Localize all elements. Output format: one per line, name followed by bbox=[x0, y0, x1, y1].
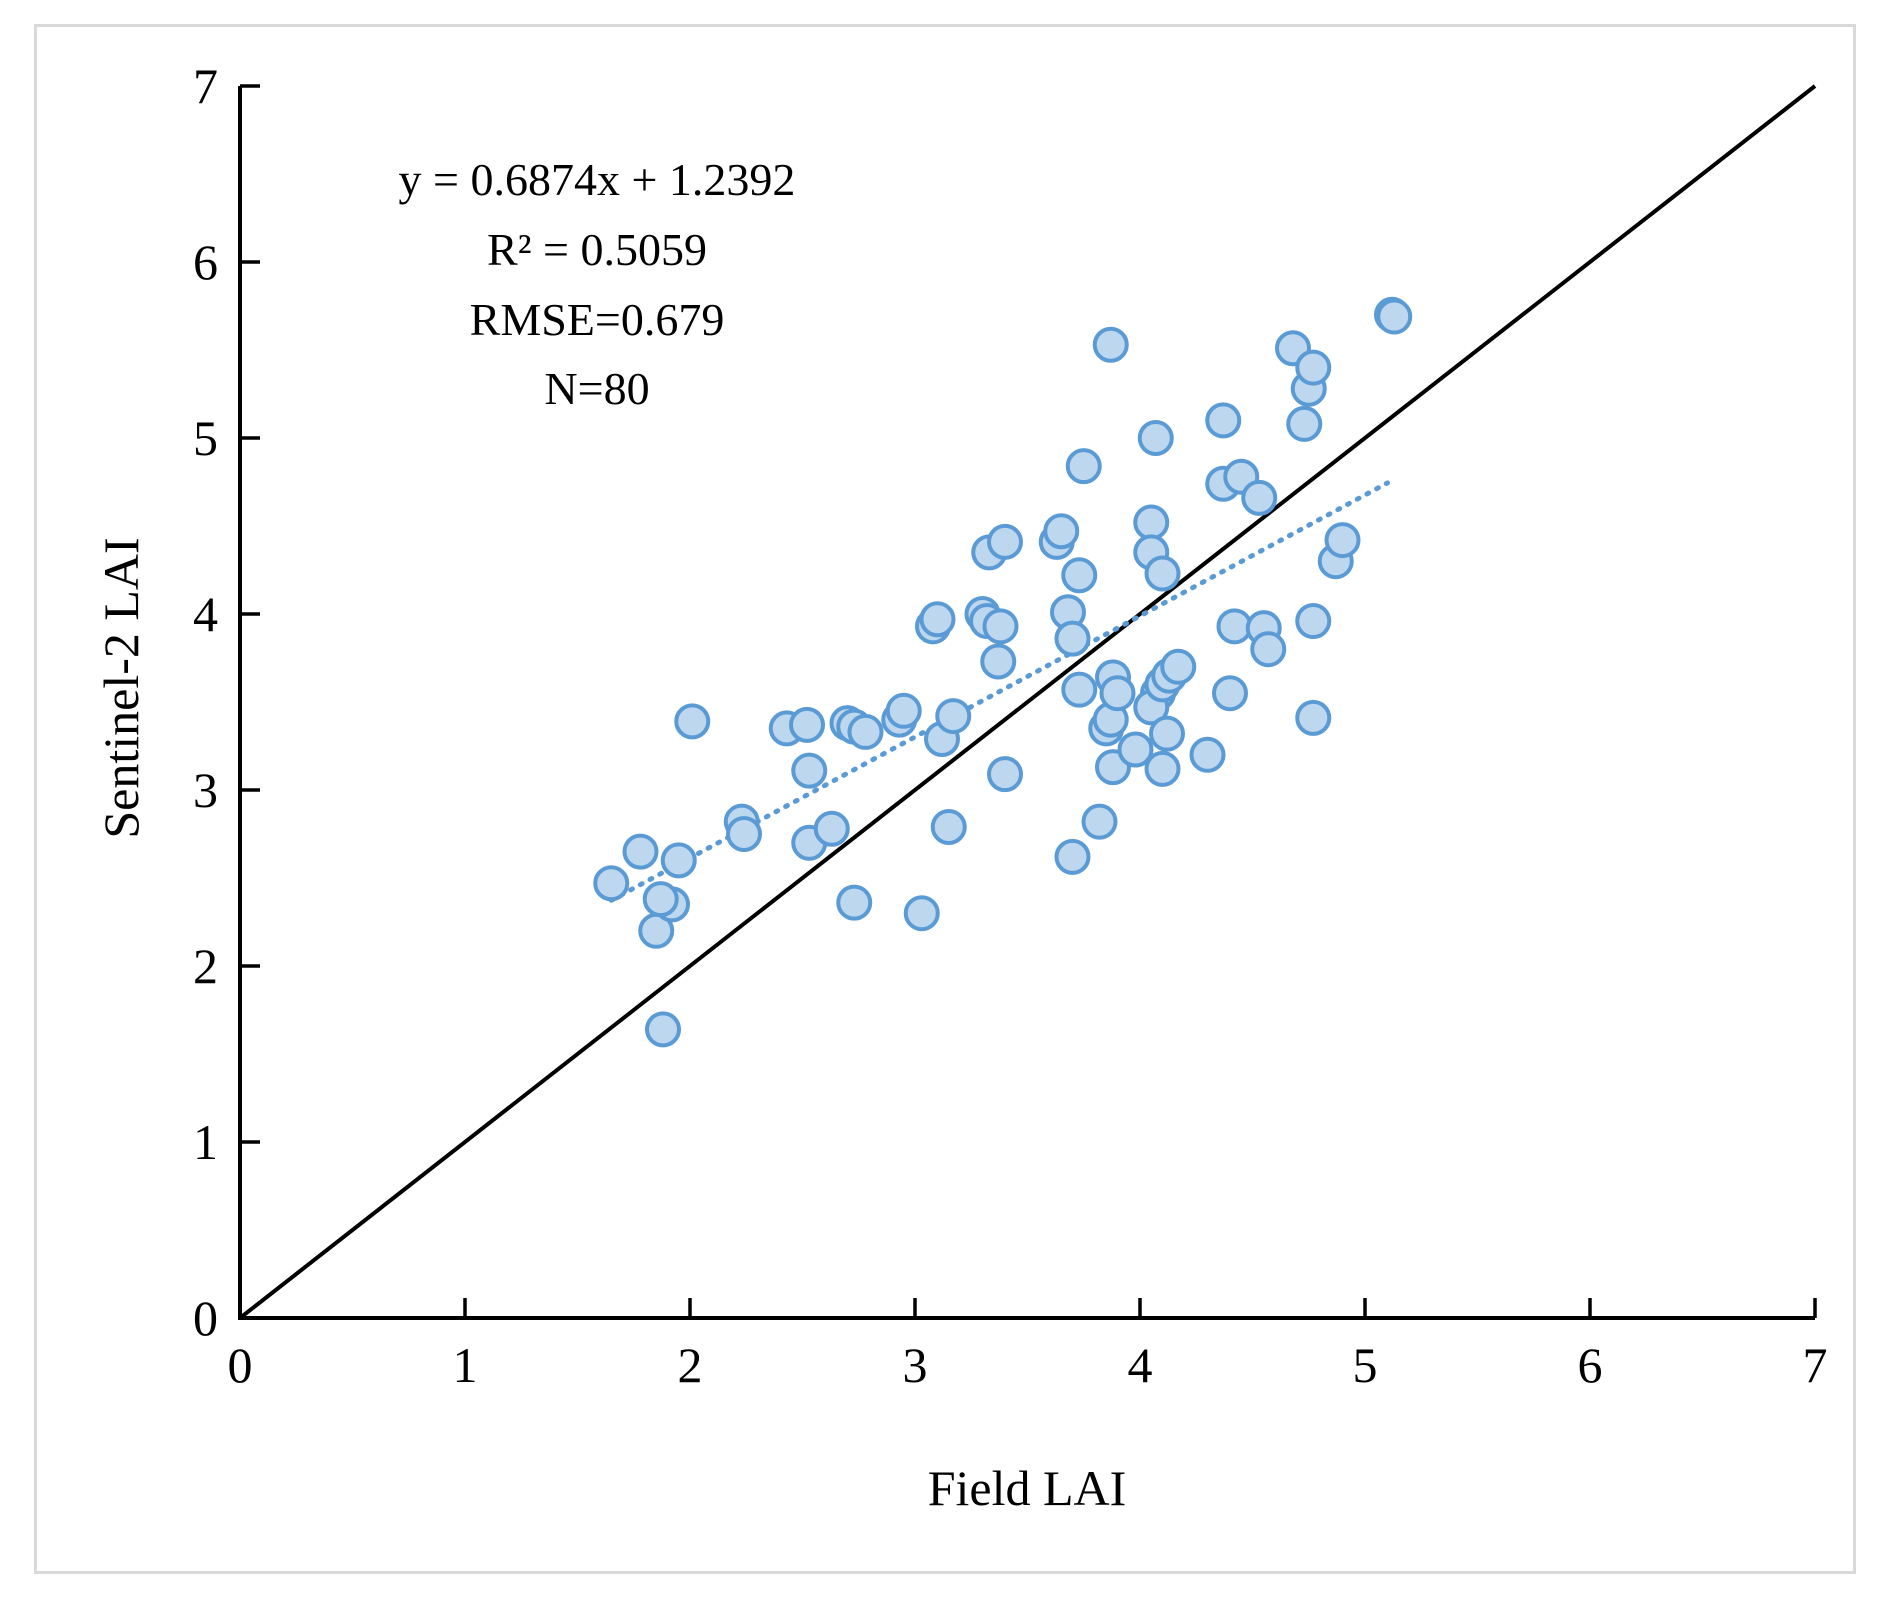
x-tick-label: 5 bbox=[1353, 1337, 1378, 1393]
x-tick-label: 0 bbox=[228, 1337, 253, 1393]
data-point bbox=[1099, 675, 1136, 712]
y-tick-label: 4 bbox=[193, 586, 218, 642]
rmse-label: RMSE=0.679 bbox=[470, 294, 725, 345]
data-point bbox=[982, 608, 1019, 645]
data-point bbox=[660, 842, 697, 879]
x-axis-title: Field LAI bbox=[928, 1460, 1127, 1516]
y-tick-label: 0 bbox=[193, 1290, 218, 1346]
data-point bbox=[919, 601, 956, 638]
data-point bbox=[1092, 326, 1129, 363]
y-tick-label: 1 bbox=[193, 1114, 218, 1170]
y-tick-label: 2 bbox=[193, 938, 218, 994]
data-point bbox=[987, 756, 1023, 793]
data-point bbox=[885, 692, 922, 729]
data-point bbox=[789, 706, 825, 743]
data-point bbox=[1144, 555, 1181, 592]
x-tick-label: 7 bbox=[1803, 1337, 1828, 1393]
data-point bbox=[642, 881, 679, 918]
data-point bbox=[1160, 648, 1197, 685]
x-tick-label: 3 bbox=[903, 1337, 928, 1393]
marks-layer bbox=[238, 84, 1817, 1320]
data-point bbox=[1081, 803, 1118, 840]
data-point bbox=[791, 752, 828, 789]
y-tick-label: 7 bbox=[193, 58, 218, 114]
data-point bbox=[930, 808, 967, 845]
r-squared-label: R² = 0.5059 bbox=[487, 224, 707, 275]
y-axis-title: Sentinel-2 LAI bbox=[93, 537, 149, 838]
y-tick-label: 3 bbox=[193, 762, 218, 818]
data-point bbox=[1250, 631, 1287, 668]
y-tick-label: 6 bbox=[193, 234, 218, 290]
one-to-one-line bbox=[238, 84, 1817, 1320]
data-point bbox=[726, 816, 762, 852]
data-point bbox=[1295, 603, 1332, 640]
data-point bbox=[935, 698, 972, 735]
data-point bbox=[1054, 620, 1091, 657]
data-point bbox=[1286, 405, 1323, 442]
data-point bbox=[1216, 608, 1253, 645]
data-point bbox=[1061, 671, 1098, 708]
data-point bbox=[1133, 504, 1170, 541]
stats-annotation: y = 0.6874x + 1.2392 R² = 0.5059 RMSE=0.… bbox=[399, 154, 796, 414]
data-point bbox=[1324, 522, 1361, 559]
data-point bbox=[987, 523, 1023, 560]
n-label: N=80 bbox=[544, 363, 649, 414]
data-point bbox=[1137, 420, 1174, 456]
data-point bbox=[622, 833, 659, 870]
data-point bbox=[1376, 298, 1413, 335]
x-tick-label: 6 bbox=[1578, 1337, 1603, 1393]
data-point bbox=[1144, 750, 1181, 787]
data-point bbox=[813, 810, 850, 847]
x-tick-label: 4 bbox=[1128, 1337, 1153, 1393]
data-point bbox=[1117, 731, 1154, 768]
y-tick-label: 5 bbox=[193, 410, 218, 466]
data-point bbox=[593, 865, 630, 902]
data-point bbox=[1149, 715, 1185, 752]
data-point bbox=[1065, 448, 1102, 485]
x-tick-label: 2 bbox=[678, 1337, 703, 1393]
data-point bbox=[1212, 675, 1248, 712]
equation-label: y = 0.6874x + 1.2392 bbox=[399, 154, 796, 205]
data-point bbox=[836, 884, 873, 921]
axes: 0 1 2 3 4 5 6 7 0 1 2 3 4 5 6 7 bbox=[193, 58, 1828, 1393]
data-point bbox=[1054, 838, 1091, 875]
data-point bbox=[1295, 349, 1332, 386]
data-point bbox=[847, 713, 884, 750]
data-point bbox=[645, 1011, 681, 1048]
data-point bbox=[1241, 479, 1278, 516]
figure-frame bbox=[34, 24, 1856, 1574]
data-point bbox=[980, 643, 1017, 680]
x-tick-label: 1 bbox=[453, 1337, 478, 1393]
data-point bbox=[674, 703, 711, 740]
data-point bbox=[1295, 699, 1332, 736]
data-point bbox=[1043, 513, 1080, 550]
data-point bbox=[1061, 557, 1098, 594]
data-point bbox=[1205, 402, 1242, 439]
data-point bbox=[1189, 736, 1226, 773]
data-point bbox=[903, 895, 940, 932]
